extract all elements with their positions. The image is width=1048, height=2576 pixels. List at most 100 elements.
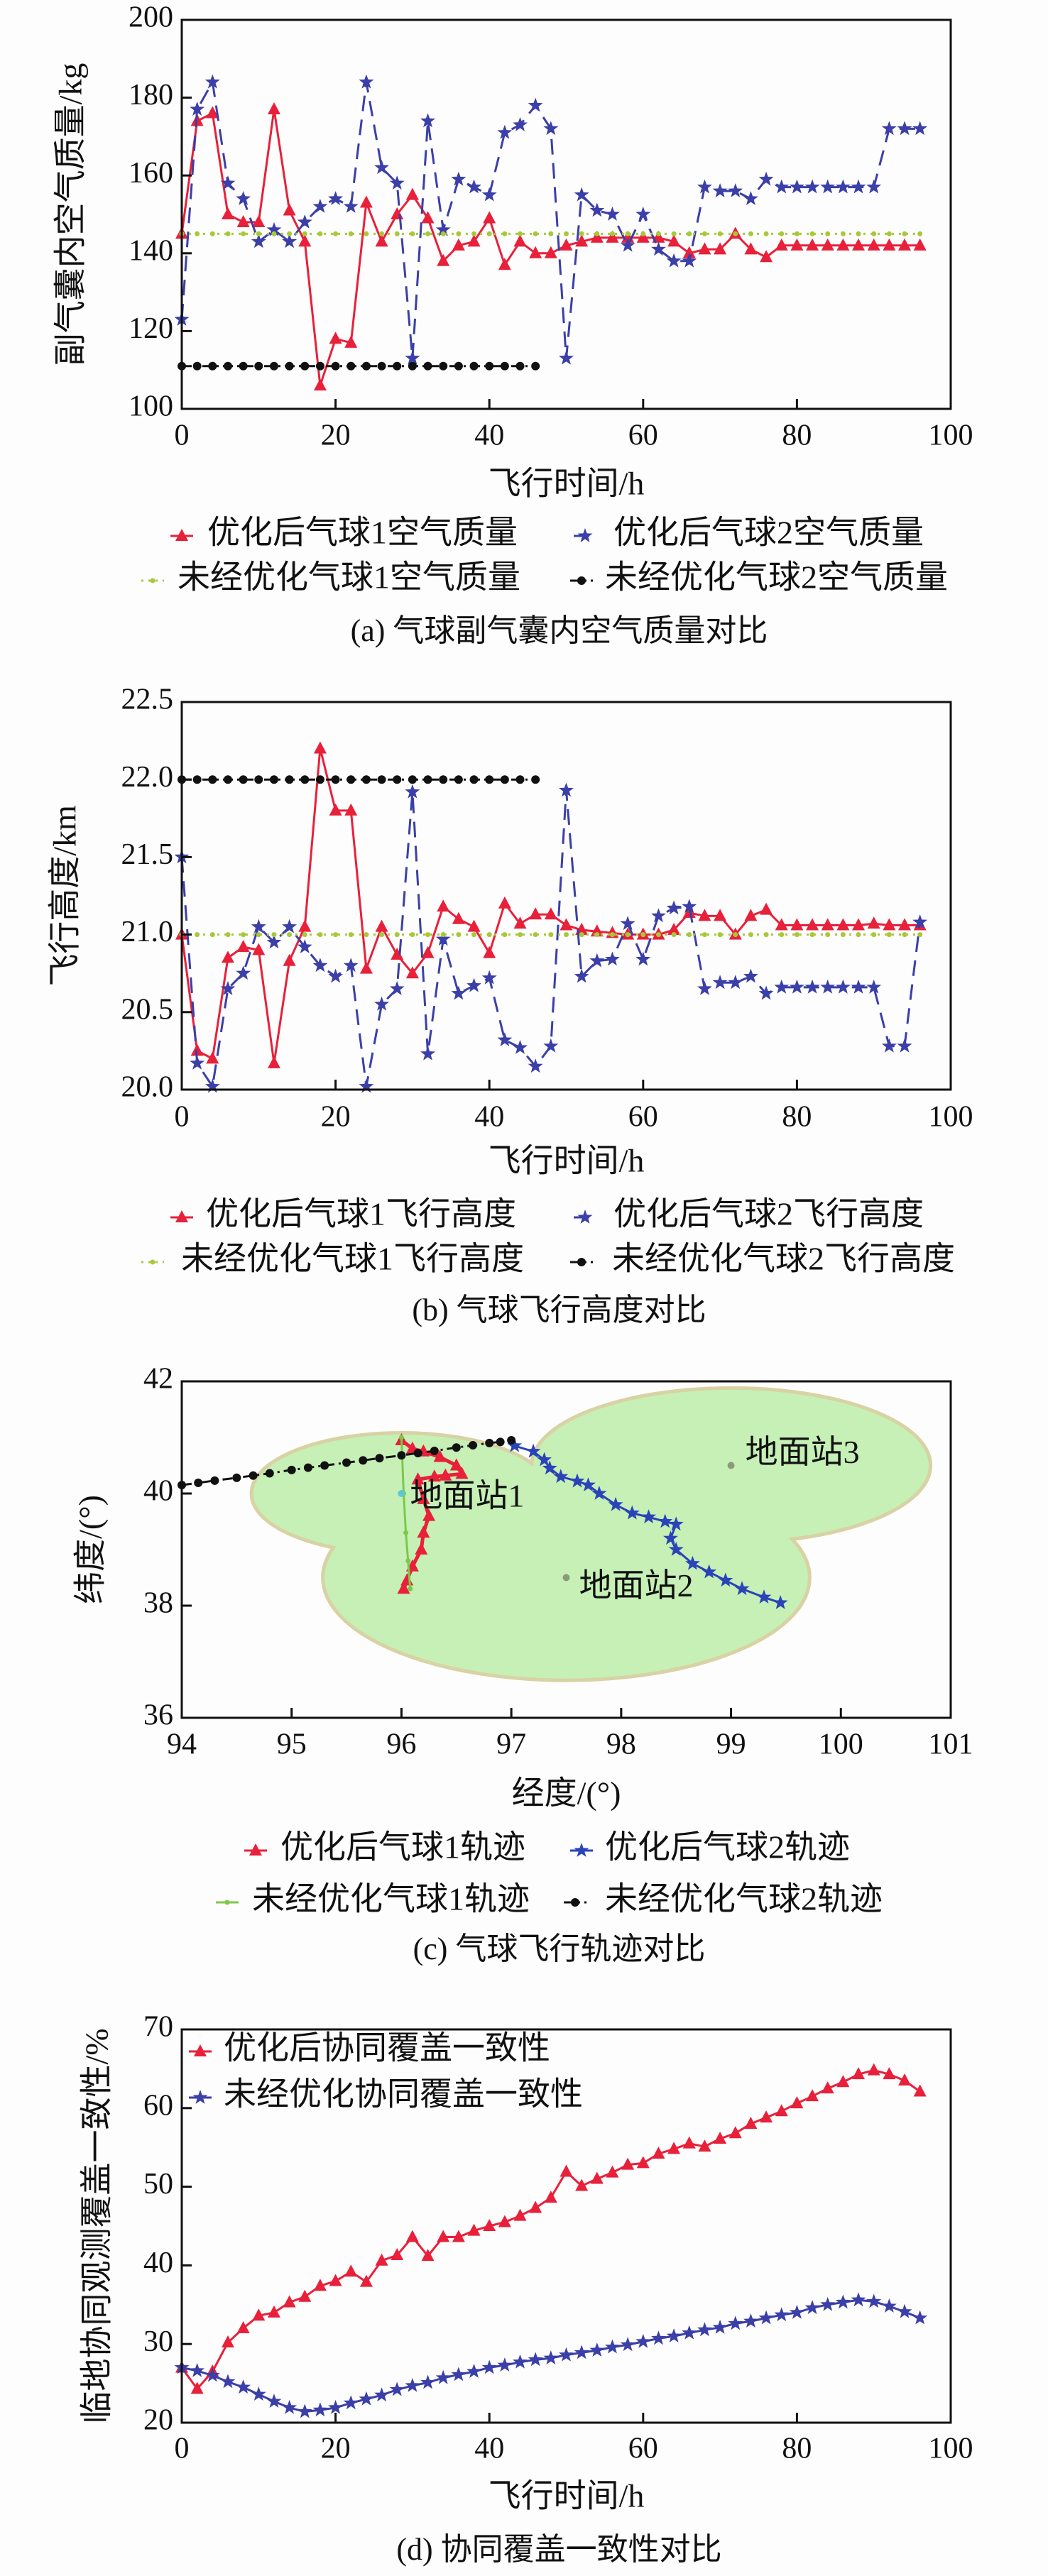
- data-point: [641, 1509, 656, 1524]
- data-point: [775, 2104, 788, 2117]
- data-point: [466, 977, 481, 992]
- data-point: [537, 1452, 552, 1467]
- data-point: [469, 775, 479, 784]
- x-tick-label: 80: [782, 420, 812, 452]
- data-point: [471, 231, 477, 236]
- data-point: [682, 2136, 696, 2149]
- series-4: [178, 1435, 516, 1490]
- data-point: [820, 2296, 836, 2311]
- data-point: [663, 1530, 678, 1545]
- data-point: [359, 1078, 374, 1093]
- data-point: [397, 1451, 406, 1460]
- data-point: [208, 361, 217, 371]
- data-point: [328, 968, 344, 983]
- data-point: [496, 1437, 505, 1447]
- data-point: [192, 775, 202, 784]
- legend-marker: [249, 1843, 262, 1856]
- legend-item: 优化后气球2轨迹: [570, 1829, 850, 1865]
- data-point: [591, 1486, 607, 1500]
- data-point: [651, 2330, 666, 2345]
- data-point: [410, 231, 415, 236]
- data-point: [481, 970, 497, 985]
- data-point: [728, 975, 743, 990]
- x-axis-label: 经度/(°): [512, 1775, 621, 1812]
- data-point: [439, 1468, 452, 1481]
- data-point: [225, 231, 231, 236]
- data-point: [282, 2399, 298, 2414]
- data-point: [331, 775, 340, 784]
- data-point: [564, 932, 569, 938]
- x-axis-label: 飞行时间/h: [488, 1143, 645, 1179]
- data-point: [513, 2354, 528, 2369]
- data-point: [471, 932, 477, 938]
- chart-b: 0 20 40 60 80 100 20.0 20.5 21.0 21.5 22.0 22.5 飞行时间…: [47, 684, 973, 1327]
- data-point: [483, 211, 496, 224]
- data-point: [515, 361, 525, 371]
- data-point: [702, 932, 707, 938]
- data-point: [483, 2219, 496, 2231]
- data-point: [806, 238, 819, 251]
- data-point: [667, 923, 681, 936]
- data-point: [763, 932, 769, 938]
- data-point: [317, 231, 323, 236]
- x-tick-label: 20: [321, 1101, 351, 1134]
- data-point: [687, 932, 692, 938]
- legend-marker: [150, 1259, 155, 1265]
- data-point: [528, 1058, 543, 1073]
- series-2: [174, 74, 928, 365]
- data-point: [590, 924, 604, 937]
- data-point: [195, 231, 200, 236]
- chart-d: 0 20 40 60 80 100203040506070飞行时间/h临地协同观测覆盖一致…: [79, 2011, 973, 2567]
- data-point: [343, 2395, 359, 2410]
- data-point: [451, 171, 466, 186]
- data-point: [763, 231, 769, 236]
- data-point: [377, 775, 386, 784]
- data-point: [590, 230, 604, 243]
- data-point: [589, 202, 605, 217]
- legend-marker: [577, 1210, 593, 1224]
- data-point: [898, 918, 912, 931]
- data-point: [302, 231, 307, 236]
- series-line: [400, 1438, 465, 1590]
- y-tick-label: 20.5: [121, 993, 174, 1026]
- data-point: [269, 775, 278, 784]
- y-tick-label: 60: [143, 2089, 173, 2122]
- legend-label: 优化后气球2轨迹: [605, 1829, 850, 1865]
- data-point: [912, 2310, 928, 2325]
- data-point: [897, 2303, 912, 2318]
- data-point: [640, 932, 646, 938]
- series-3: [179, 231, 923, 236]
- data-point: [655, 932, 661, 938]
- data-point: [405, 2377, 420, 2392]
- series-2: [174, 782, 928, 1093]
- data-point: [394, 932, 400, 938]
- data-point: [344, 803, 358, 816]
- data-point: [375, 919, 388, 932]
- legend-marker: [577, 528, 593, 542]
- data-point: [559, 2347, 574, 2362]
- data-point: [220, 2374, 236, 2389]
- data-point: [589, 2342, 605, 2357]
- data-point: [420, 2374, 435, 2389]
- legend-label: 未经优化气球1轨迹: [252, 1881, 530, 1917]
- ground-station-marker: [562, 1574, 570, 1582]
- legend-label: 未经优化气球1空气质量: [178, 559, 520, 596]
- legend-label: 未经优化气球2飞行高度: [612, 1241, 955, 1277]
- data-point: [313, 2279, 327, 2291]
- legend-label: 优化后气球1空气质量: [207, 515, 518, 551]
- data-point: [405, 350, 420, 365]
- ground-station-label: 地面站2: [579, 1567, 694, 1604]
- data-point: [897, 121, 912, 136]
- data-point: [312, 199, 328, 213]
- y-tick-label: 36: [143, 1699, 173, 1732]
- data-point: [502, 932, 508, 938]
- y-axis-label: 飞行高度/km: [47, 805, 83, 987]
- data-point: [251, 2386, 266, 2401]
- data-point: [590, 2171, 604, 2184]
- data-point: [346, 775, 356, 784]
- data-point: [241, 231, 246, 236]
- x-axis-label: 飞行时间/h: [488, 2478, 645, 2514]
- data-point: [466, 179, 481, 194]
